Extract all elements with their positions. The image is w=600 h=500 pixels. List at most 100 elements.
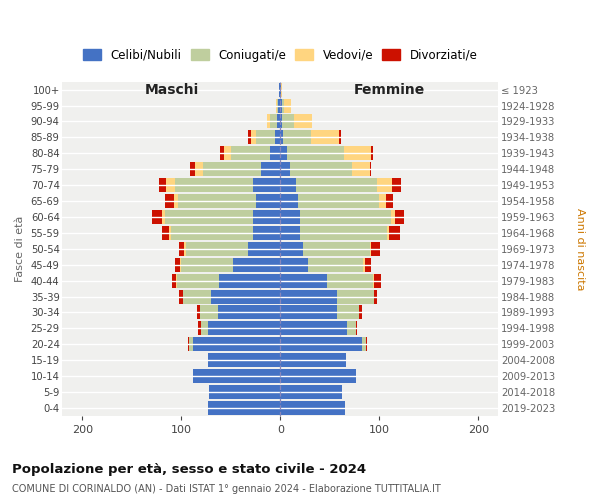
Bar [280, 401, 345, 415]
Bar [184, 242, 186, 256]
Bar [188, 338, 189, 351]
Bar [281, 82, 283, 96]
Bar [280, 290, 337, 304]
Bar [175, 178, 253, 192]
Bar [359, 306, 362, 320]
Bar [365, 338, 367, 351]
Bar [193, 369, 280, 383]
Bar [190, 162, 195, 176]
Bar [158, 178, 166, 192]
Bar [166, 210, 253, 224]
Bar [179, 242, 184, 256]
Bar [178, 194, 256, 208]
Bar [181, 258, 233, 272]
Bar [362, 258, 365, 272]
Bar [365, 258, 371, 272]
Bar [280, 258, 308, 272]
Bar [280, 162, 290, 176]
Bar [374, 274, 382, 287]
Text: COMUNE DI CORINALDO (AN) - Dati ISTAT 1° gennaio 2024 - Elaborazione TUTTITALIA.: COMUNE DI CORINALDO (AN) - Dati ISTAT 1°… [12, 484, 441, 494]
Bar [283, 130, 311, 144]
Bar [280, 242, 303, 256]
Bar [389, 226, 400, 240]
Bar [303, 242, 370, 256]
Bar [219, 274, 280, 287]
Bar [391, 210, 395, 224]
Bar [337, 306, 359, 320]
Bar [253, 178, 280, 192]
Bar [311, 130, 339, 144]
Bar [166, 194, 175, 208]
Bar [395, 210, 404, 224]
Bar [362, 338, 365, 351]
Y-axis label: Fasce di età: Fasce di età [15, 216, 25, 282]
Bar [294, 114, 312, 128]
Bar [308, 258, 362, 272]
Bar [266, 114, 271, 128]
Bar [300, 226, 388, 240]
Bar [193, 338, 280, 351]
Bar [280, 338, 362, 351]
Bar [352, 162, 370, 176]
Bar [280, 194, 298, 208]
Bar [208, 401, 280, 415]
Bar [379, 194, 386, 208]
Bar [251, 130, 256, 144]
Bar [231, 146, 271, 160]
Bar [337, 290, 374, 304]
Bar [290, 162, 352, 176]
Bar [175, 194, 178, 208]
Bar [280, 226, 300, 240]
Text: Femmine: Femmine [353, 83, 425, 97]
Bar [280, 306, 337, 320]
Bar [344, 146, 371, 160]
Text: Maschi: Maschi [144, 83, 199, 97]
Bar [211, 290, 280, 304]
Bar [253, 226, 280, 240]
Bar [208, 322, 280, 336]
Bar [280, 210, 300, 224]
Bar [161, 210, 166, 224]
Bar [370, 162, 371, 176]
Bar [152, 210, 161, 224]
Bar [178, 274, 219, 287]
Bar [277, 114, 280, 128]
Bar [271, 146, 280, 160]
Bar [253, 210, 280, 224]
Bar [347, 322, 356, 336]
Bar [371, 146, 373, 160]
Bar [172, 274, 176, 287]
Bar [169, 226, 172, 240]
Bar [284, 98, 291, 112]
Bar [280, 369, 356, 383]
Bar [388, 226, 389, 240]
Bar [300, 210, 391, 224]
Bar [200, 306, 218, 320]
Bar [172, 226, 253, 240]
Bar [175, 258, 181, 272]
Bar [296, 178, 377, 192]
Bar [373, 274, 374, 287]
Bar [179, 290, 183, 304]
Bar [197, 306, 200, 320]
Bar [271, 114, 277, 128]
Bar [371, 242, 380, 256]
Bar [283, 114, 294, 128]
Bar [280, 353, 346, 368]
Bar [374, 290, 377, 304]
Bar [280, 178, 296, 192]
Bar [280, 98, 283, 112]
Bar [287, 146, 344, 160]
Bar [195, 162, 203, 176]
Bar [280, 146, 287, 160]
Bar [248, 242, 280, 256]
Legend: Celibi/Nubili, Coniugati/e, Vedovi/e, Divorziati/e: Celibi/Nubili, Coniugati/e, Vedovi/e, Di… [79, 44, 482, 66]
Bar [277, 98, 278, 112]
Bar [224, 146, 231, 160]
Bar [186, 242, 248, 256]
Bar [201, 322, 208, 336]
Bar [280, 114, 283, 128]
Bar [176, 274, 178, 287]
Bar [189, 338, 193, 351]
Bar [280, 385, 342, 399]
